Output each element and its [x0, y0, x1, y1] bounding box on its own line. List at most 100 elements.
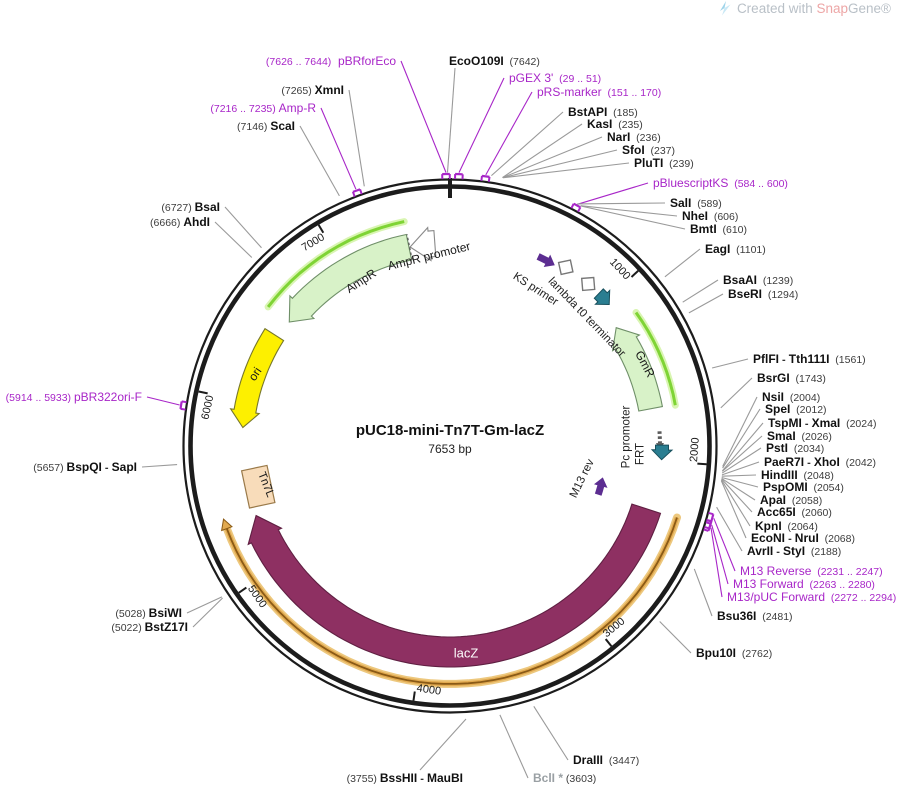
glyph-M13-rev-glyph[interactable]	[594, 477, 608, 496]
leader-BstAPI	[491, 111, 564, 177]
feature-lacZ-arrow[interactable]	[247, 503, 662, 668]
site-label-SfoI[interactable]: SfoI (237)	[622, 142, 675, 158]
site-label-pBRforEco[interactable]: (7626 .. 7644) pBRforEco	[266, 53, 396, 69]
leader-M13-Forward	[711, 525, 729, 585]
site-label-BstZ17I[interactable]: (5022) BstZ17I	[111, 619, 188, 635]
site-label-DraIII[interactable]: DraIII (3447)	[573, 752, 639, 768]
range-pBR322ori-F-end-1	[181, 400, 187, 404]
range-pRS-marker[interactable]	[481, 174, 490, 178]
site-label-KpnI[interactable]: KpnI (2064)	[755, 518, 818, 534]
site-label-part: (2012)	[790, 404, 827, 416]
site-label-BstAPI[interactable]: BstAPI (185)	[568, 104, 638, 120]
site-label-pRS-marker[interactable]: pRS-marker (151 .. 170)	[537, 84, 661, 100]
lacZ-label[interactable]: lacZ	[453, 645, 479, 661]
glyph-Tn7L-box[interactable]	[240, 464, 276, 509]
range-Amp-R[interactable]	[352, 188, 361, 193]
range-M13pUC-Forward[interactable]	[707, 523, 712, 532]
site-label-PflFI-Tth111I[interactable]: PflFI - Tth111I (1561)	[753, 351, 866, 367]
site-label-part: pBRforEco	[331, 54, 396, 68]
FRT-label[interactable]: FRT	[634, 442, 647, 466]
leader-SmaI	[721, 435, 763, 472]
site-label-BsiWI[interactable]: (5028) BsiWI	[115, 605, 182, 621]
site-label-part: NheI	[682, 209, 709, 223]
site-label-TspMI-XmaI[interactable]: TspMI - XmaI (2024)	[768, 415, 876, 431]
site-label-SalI[interactable]: SalI (589)	[670, 195, 722, 211]
site-label-AvrII-StyI[interactable]: AvrII - StyI (2188)	[747, 543, 841, 559]
site-label-EcoNI-NruI[interactable]: EcoNI - NruI (2068)	[751, 530, 855, 546]
glyph-KS-primer-glyph[interactable]	[536, 253, 555, 267]
site-label-Amp-R[interactable]: (7216 .. 7235) Amp-R	[210, 100, 316, 116]
site-label-part: (5657)	[33, 462, 67, 474]
glyph-Pc-promoter-glyph[interactable]	[657, 431, 662, 444]
leader-PluTI	[503, 162, 630, 179]
site-label-HindIII[interactable]: HindIII (2048)	[761, 467, 834, 483]
Pc-promoter-label[interactable]: Pc promoter	[620, 405, 633, 469]
glyph-terminator-diamond-2[interactable]	[580, 276, 596, 292]
feature-AmpR-promoter-arrow[interactable]	[409, 226, 437, 262]
site-label-ScaI[interactable]: (7146) ScaI	[237, 118, 295, 134]
site-label-BclI[interactable]: BclI * (3603)	[533, 770, 596, 786]
site-label-part: (185)	[607, 107, 638, 119]
site-label-XmnI[interactable]: (7265) XmnI	[281, 82, 344, 98]
range-M13-Reverse-end-0	[708, 511, 714, 516]
range-pBR322ori-F-end-0	[180, 407, 186, 411]
range-M13pUC-Forward-end-1	[703, 528, 709, 532]
feature-AmpR-arrow[interactable]	[288, 233, 413, 323]
site-label-part: -	[417, 773, 427, 785]
leader-BsaAI	[682, 279, 719, 303]
site-label-PspOMI[interactable]: PspOMI (2054)	[763, 479, 844, 495]
tn7-region-line[interactable]	[225, 517, 678, 685]
site-label-Acc65I[interactable]: Acc65I (2060)	[757, 504, 832, 520]
site-label-part: pGEX 3'	[509, 71, 554, 85]
site-label-part: -	[804, 457, 814, 469]
site-label-pGEX-3[interactable]: pGEX 3' (29 .. 51)	[509, 70, 601, 86]
site-label-PluTI[interactable]: PluTI (239)	[634, 155, 694, 171]
feature-GmR-arrow[interactable]	[611, 326, 664, 412]
site-label-NheI[interactable]: NheI (606)	[682, 208, 738, 224]
site-label-M13-pUC-Forward[interactable]: M13/pUC Forward (2272 .. 2294)	[727, 589, 896, 605]
site-label-M13-Reverse[interactable]: M13 Reverse (2231 .. 2247)	[740, 563, 883, 579]
site-label-part: Bpu10I	[696, 646, 737, 660]
glyph-terminator-diamond-1[interactable]	[557, 259, 574, 276]
tick-3000	[604, 638, 613, 647]
site-label-EagI[interactable]: EagI (1101)	[705, 241, 766, 257]
GmR-gene-line[interactable]	[634, 311, 677, 406]
site-label-Bsu36I[interactable]: Bsu36I (2481)	[717, 608, 793, 624]
site-label-BsrGI[interactable]: BsrGI (1743)	[757, 370, 826, 386]
site-label-EcoO109I[interactable]: EcoO109I (7642)	[449, 53, 540, 69]
watermark-brand: Snap	[816, 1, 849, 16]
site-label-part: (2481)	[756, 611, 793, 623]
site-label-pBluescriptKS[interactable]: pBluescriptKS (584 .. 600)	[653, 175, 788, 191]
site-label-BmtI[interactable]: BmtI (610)	[690, 221, 747, 237]
site-label-part: (1743)	[789, 373, 826, 385]
site-label-NarI[interactable]: NarI (236)	[607, 129, 661, 145]
site-label-BsaAI[interactable]: BsaAI (1239)	[723, 272, 793, 288]
site-label-AhdI[interactable]: (6666) AhdI	[150, 214, 210, 230]
site-label-M13-Forward[interactable]: M13 Forward (2263 .. 2280)	[733, 576, 875, 592]
site-label-NsiI[interactable]: NsiI (2004)	[762, 389, 820, 405]
range-pBluescriptKS[interactable]	[573, 202, 581, 209]
site-label-pBR322ori-F[interactable]: (5914 .. 5933) pBR322ori-F	[6, 389, 142, 405]
site-label-part: (2068)	[818, 533, 855, 545]
AmpR-gene-line[interactable]	[266, 220, 405, 308]
site-label-BspQI-SapI[interactable]: (5657) BspQI - SapI	[33, 459, 137, 475]
site-label-PaeR7I-XhoI[interactable]: PaeR7I - XhoI (2042)	[764, 454, 876, 470]
site-label-SpeI[interactable]: SpeI (2012)	[765, 401, 827, 417]
site-label-ApaI[interactable]: ApaI (2058)	[760, 492, 822, 508]
leader-M13-Reverse	[713, 518, 736, 572]
range-pBR322ori-F[interactable]	[179, 401, 183, 410]
leader-pBluescriptKS	[577, 182, 649, 205]
site-label-BseRI[interactable]: BseRI (1294)	[728, 286, 798, 302]
glyph-FRT-site-1[interactable]	[593, 288, 611, 306]
feature-ori-arrow[interactable]	[229, 327, 285, 429]
site-label-KasI[interactable]: KasI (235)	[587, 116, 643, 132]
plasmid-title-block: pUC18-mini-Tn7T-Gm-lacZ 7653 bp	[356, 422, 544, 456]
site-label-BsaI[interactable]: (6727) BsaI	[161, 199, 220, 215]
glyph-FRT-site-2[interactable]	[650, 444, 674, 461]
site-label-Bpu10I[interactable]: Bpu10I (2762)	[696, 645, 772, 661]
site-label-SmaI[interactable]: SmaI (2026)	[767, 428, 832, 444]
site-label-part: EcoO109I	[449, 54, 504, 68]
site-label-PstI[interactable]: PstI (2034)	[766, 440, 824, 456]
site-label-BssHII-MauBI[interactable]: (3755) BssHII - MauBI	[347, 770, 463, 786]
site-label-part: NarI	[607, 130, 631, 144]
